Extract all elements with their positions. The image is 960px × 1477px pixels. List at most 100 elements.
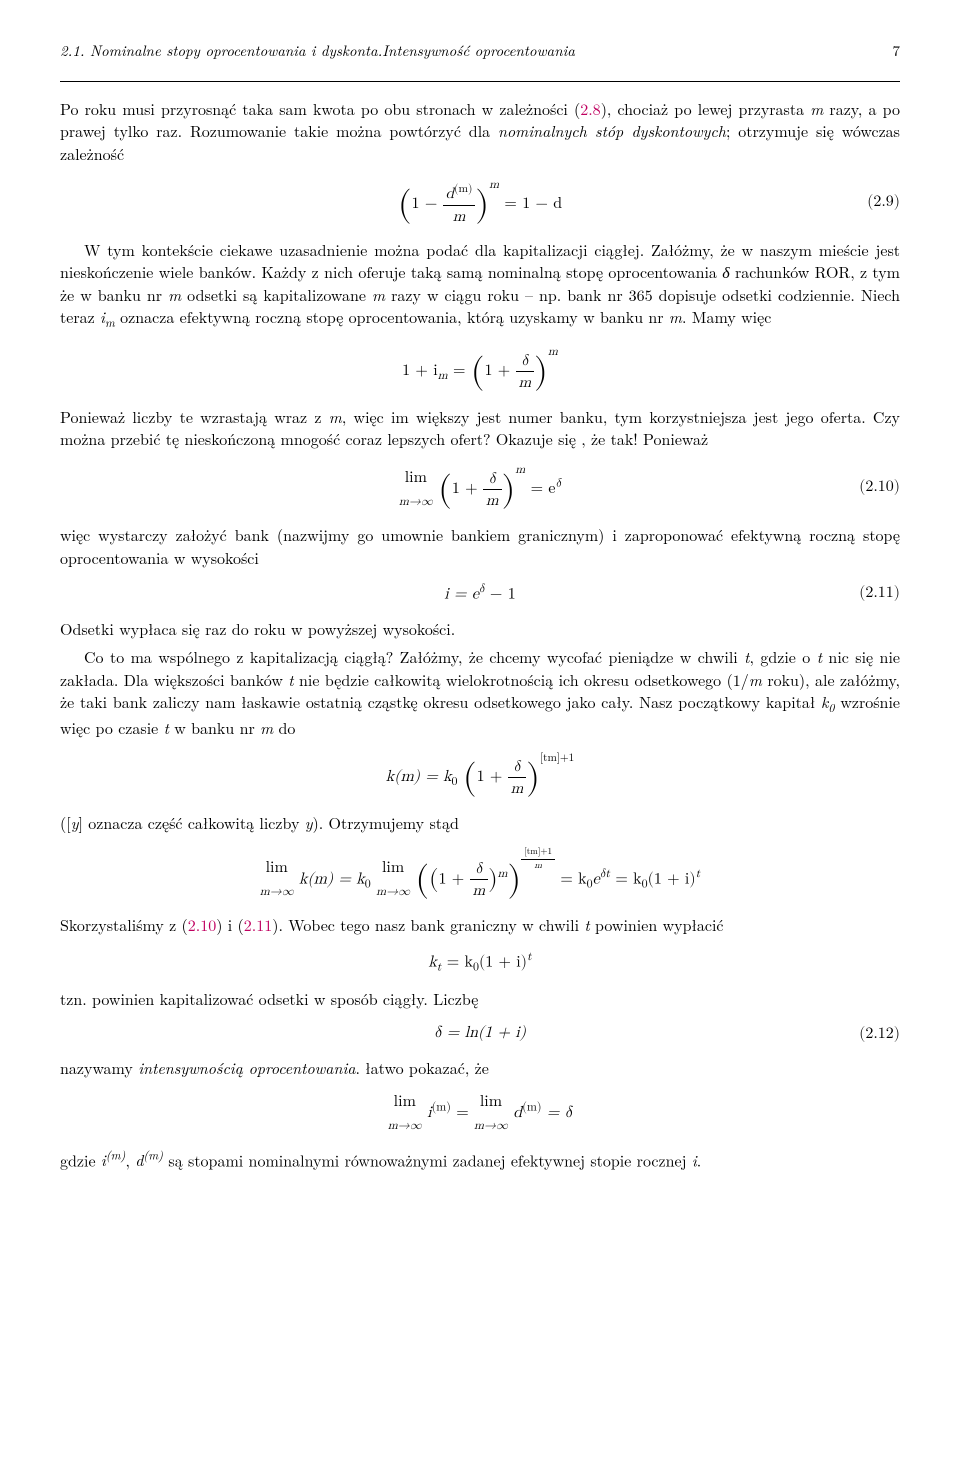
- text: ) i (: [216, 913, 244, 936]
- lim-sub: m→∞: [376, 886, 410, 898]
- frac-num-sup: (m): [454, 184, 472, 195]
- math-m: m: [810, 97, 823, 120]
- eq-rhs4: (1 + i): [648, 871, 696, 887]
- eq-mid: =: [448, 363, 471, 379]
- lim-label: lim: [480, 1094, 502, 1110]
- eq-rhs-sup: δ: [555, 478, 561, 490]
- frac-num: δ: [516, 350, 535, 372]
- paragraph-3: Ponieważ liczby te wzrastają wraz z m, w…: [60, 406, 900, 451]
- lim-label: lim: [394, 1094, 416, 1110]
- lim-sub: m→∞: [388, 1120, 422, 1132]
- equation-2-12: δ = ln(1 + i) (2.12): [60, 1022, 900, 1044]
- frac-den: m: [516, 372, 535, 393]
- math-y: y: [305, 811, 313, 834]
- eq-suffix: − 1: [485, 586, 516, 602]
- frac-num: δ: [508, 756, 527, 778]
- eq-lhs: 1 + i: [402, 363, 438, 379]
- text: powinien wypłacić: [590, 913, 724, 936]
- paragraph-10: nazywamy intensywnością oprocentowania. …: [60, 1057, 900, 1079]
- eq-rhs: = e: [525, 481, 555, 497]
- math-m: m: [168, 283, 181, 306]
- frac-den: m: [470, 880, 489, 901]
- eq-rhs: (1 + i): [479, 954, 527, 970]
- eq-number: (2.10): [859, 476, 900, 498]
- eq-exp: m: [489, 179, 499, 191]
- ref-2-8[interactable]: 2.8: [580, 97, 600, 120]
- math-k0: k0: [821, 690, 835, 713]
- text: ), chociaż po lewej przyrasta: [601, 97, 811, 120]
- paragraph-1: Po roku musi przyrosnąć taka sam kwota p…: [60, 98, 900, 165]
- text: Skorzystaliśmy z (: [60, 913, 188, 936]
- eq-rhs: = δ: [542, 1105, 573, 1121]
- text: ). Wobec tego nasz bank graniczny w chwi…: [272, 913, 584, 936]
- paragraph-4: więc wystarczy założyć bank (nazwijmy go…: [60, 524, 900, 569]
- eq-exp: [tm]+1: [540, 753, 574, 764]
- paragraph-11: gdzie i(m), d(m) są stopami nominalnymi …: [60, 1148, 900, 1172]
- eq-rhs: = 1 − d: [499, 196, 562, 212]
- eq-formula: i = e: [444, 586, 479, 602]
- eq-text: 1 −: [412, 196, 443, 212]
- frac-num: δ: [470, 858, 489, 880]
- eq-sub: m: [438, 370, 448, 382]
- equation-im: 1 + im = (1 + δm)m: [60, 344, 900, 393]
- eq-number: (2.12): [859, 1022, 900, 1044]
- text: ([: [60, 811, 71, 834]
- paragraph-2: W tym kontekście ciekawe uzasadnienie mo…: [60, 239, 900, 332]
- eq-formula: δ = ln(1 + i): [434, 1025, 526, 1041]
- outer-exp-den: m: [521, 860, 555, 873]
- eq-mid: k(m) = k: [294, 871, 365, 887]
- text: ,: [125, 1148, 135, 1171]
- paragraph-5: Odsetki wypłaca się raz do roku w powyżs…: [60, 618, 900, 640]
- eq-sub: 0: [452, 776, 458, 788]
- eq-rhs-sup: t: [527, 951, 532, 963]
- math-m: m: [669, 305, 682, 328]
- lim-sub: m→∞: [260, 886, 294, 898]
- lim-label: lim: [266, 860, 288, 876]
- text: . Mamy więc: [682, 305, 771, 328]
- page-number: 7: [892, 40, 900, 61]
- eq-mid: = k: [441, 954, 473, 970]
- paragraph-6: Co to ma wspólnego z kapitalizacją ciągł…: [60, 646, 900, 739]
- eq-number: (2.11): [859, 582, 900, 604]
- math-i: i: [422, 1105, 432, 1121]
- frac-num: d: [446, 186, 454, 201]
- paragraph-9: tzn. powinien kapitalizować odsetki w sp…: [60, 988, 900, 1010]
- eq-sub: 0: [365, 879, 371, 891]
- text: Po roku musi przyrosnąć taka sam kwota p…: [60, 97, 580, 120]
- math-m: m: [749, 668, 762, 691]
- eq-exp: m: [548, 346, 558, 358]
- eq-rhs2: e: [593, 871, 600, 887]
- emph: nominalnych stóp dyskontowych: [498, 119, 726, 142]
- text: odsetki są kapitalizowane: [181, 283, 372, 306]
- math-m: m: [329, 405, 342, 428]
- emph: intensywnością oprocentowania: [138, 1056, 355, 1079]
- paragraph-8: Skorzystaliśmy z (2.10) i (2.11). Wobec …: [60, 914, 900, 936]
- text: ). Otrzymujemy stąd: [313, 811, 459, 834]
- text: gdzie: [60, 1148, 101, 1171]
- eq-rhs4-sup: t: [696, 868, 701, 880]
- header-rule: [60, 81, 900, 82]
- equation-kt: kt = k0(1 + i)t: [60, 949, 900, 976]
- text: w banku nr: [169, 716, 260, 739]
- eq-lhs: k(m) = k: [386, 769, 452, 785]
- page-header: 2.1. Nominalne stopy oprocentowania i dy…: [60, 40, 900, 61]
- text: Ponieważ liczby te wzrastają wraz z: [60, 405, 329, 428]
- section-title: 2.1. Nominalne stopy oprocentowania i dy…: [60, 40, 575, 61]
- text: . łatwo pokazać, że: [356, 1056, 489, 1079]
- ref-2-11[interactable]: 2.11: [244, 913, 272, 936]
- ref-2-10[interactable]: 2.10: [188, 913, 216, 936]
- equation-lim-km: limm→∞ k(m) = k0 limm→∞ ((1 + δm)m)[tm]+…: [60, 846, 900, 902]
- text: do: [273, 716, 295, 739]
- frac-num: δ: [483, 468, 502, 490]
- math-im: i(m): [101, 1148, 126, 1171]
- text: nie będzie całkowitą wielokrotnością ich…: [294, 668, 749, 691]
- text: są stopami nominalnymi równoważnymi zada…: [163, 1148, 692, 1171]
- lim-label: lim: [405, 470, 427, 486]
- equation-2-10: limm→∞ (1 + δm)m = eδ (2.10): [60, 462, 900, 512]
- text: nazywamy: [60, 1056, 138, 1079]
- lim-sub: m→∞: [474, 1120, 508, 1132]
- math-im: im: [100, 305, 115, 328]
- outer-exp-num: [tm]+1: [521, 846, 555, 860]
- lim-label: lim: [382, 860, 404, 876]
- eq-lhs: k: [428, 954, 436, 970]
